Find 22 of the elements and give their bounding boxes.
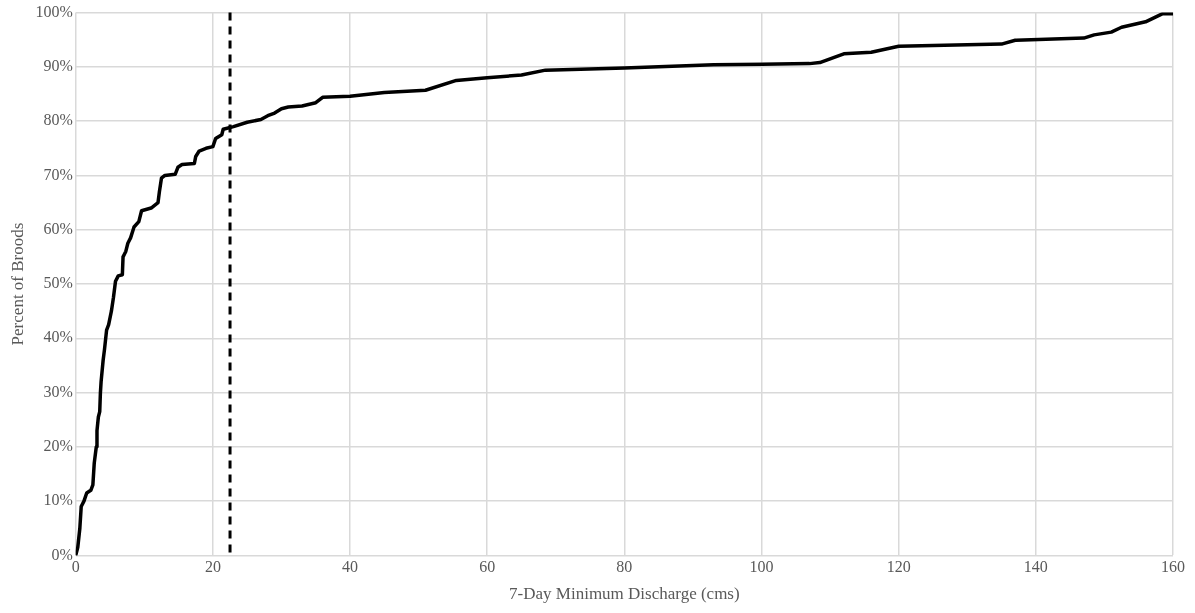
y-tick-label: 50%	[43, 274, 73, 292]
y-axis-title: Percent of Broods	[7, 222, 27, 346]
y-tick-label: 10%	[43, 491, 73, 509]
x-tick-label: 20	[204, 558, 221, 576]
y-tick-label: 60%	[43, 219, 73, 237]
x-axis-title: 7-Day Minimum Discharge (cms)	[509, 584, 740, 604]
x-tick-label: 40	[342, 558, 359, 576]
y-tick-label: 40%	[43, 328, 73, 346]
y-tick-label: 100%	[35, 2, 73, 20]
y-tick-label: 80%	[43, 111, 73, 129]
x-tick-label: 60	[479, 558, 496, 576]
y-tick-label: 70%	[43, 165, 73, 183]
x-tick-label: 100	[749, 558, 774, 576]
y-tick-label: 30%	[43, 382, 73, 400]
x-tick-label: 160	[1161, 558, 1185, 576]
y-tick-label: 20%	[43, 437, 73, 455]
x-tick-label: 140	[1023, 558, 1048, 576]
x-tick-label: 120	[886, 558, 911, 576]
y-tick-label: 0%	[51, 545, 73, 563]
x-tick-label: 80	[616, 558, 633, 576]
x-tick-label: 0	[71, 558, 80, 576]
y-tick-label: 90%	[43, 57, 73, 75]
